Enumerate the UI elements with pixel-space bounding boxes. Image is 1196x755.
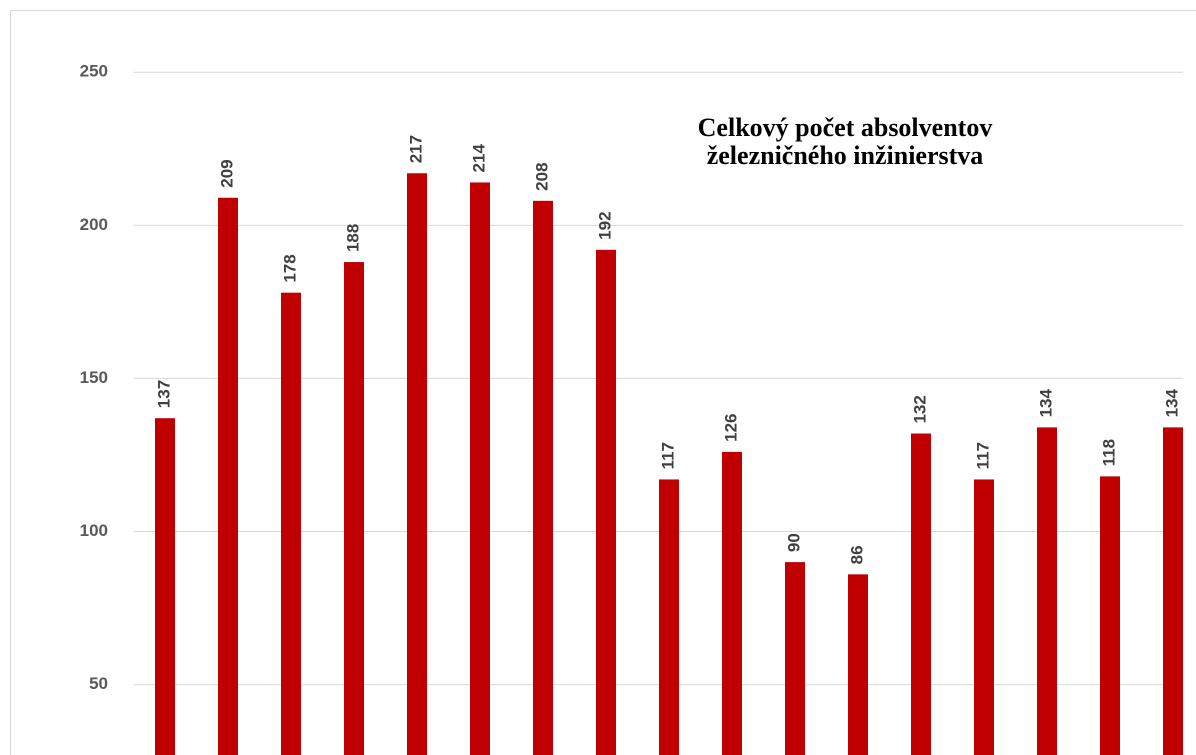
data-label: 117 [973,442,992,469]
y-tick-label: 50 [89,674,108,693]
chart-border [10,10,1196,755]
bar [407,173,427,755]
data-label: 132 [910,395,929,423]
y-tick-label: 250 [80,62,108,81]
chart-title: Celkový počet absolventov [698,113,993,142]
bar [1100,476,1120,755]
bar [596,249,616,755]
bar [155,418,175,755]
y-tick-label: 150 [80,368,108,387]
y-tick-label: 200 [80,215,108,234]
chart-title: železničného inžinierstva [707,141,984,170]
bar [911,433,931,755]
bar [722,451,742,755]
data-label: 217 [406,135,425,163]
data-label: 188 [343,224,362,252]
data-label: 117 [658,442,677,469]
data-label: 137 [154,380,173,408]
data-label: 134 [1036,388,1055,417]
data-label: 208 [532,162,551,190]
bar [659,479,679,755]
bar [533,200,553,755]
data-label: 134 [1162,388,1181,417]
bar [974,479,994,755]
bar [344,262,364,755]
data-label: 178 [280,254,299,282]
data-label: 90 [784,533,803,552]
data-label: 86 [847,545,866,564]
bar [848,574,868,755]
bar [281,292,301,755]
data-label: 192 [595,211,614,239]
data-label: 118 [1099,439,1118,466]
bar [1163,427,1183,755]
bar [470,182,490,755]
data-label: 126 [721,414,740,442]
bar [218,197,238,755]
data-label: 214 [469,144,488,173]
data-label: 209 [217,159,236,187]
y-tick-label: 100 [80,521,108,540]
bar [785,562,805,755]
bar [1037,427,1057,755]
